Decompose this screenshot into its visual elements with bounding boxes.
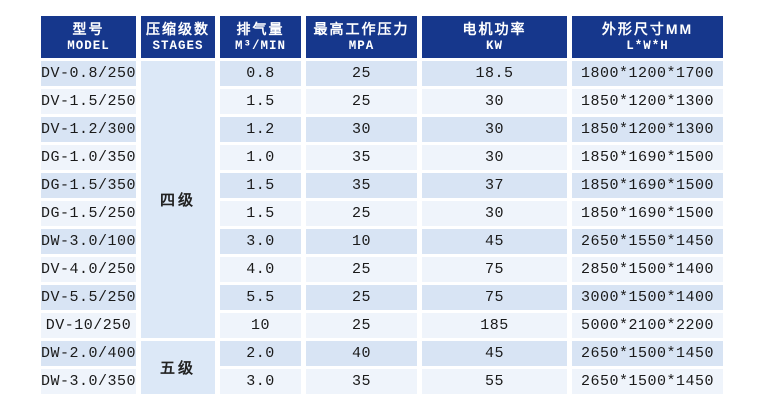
- cell-model: DV-10/250: [41, 313, 137, 338]
- table-row: DW-3.0/100 3.0 10 45 2650*1550*1450: [41, 229, 724, 254]
- cell-stage-four: 四级: [141, 61, 216, 338]
- cell-pressure: 10: [306, 229, 418, 254]
- cell-pressure: 25: [306, 89, 418, 114]
- cell-model: DV-1.2/300: [41, 117, 137, 142]
- cell-model: DV-1.5/250: [41, 89, 137, 114]
- table-row: DV-5.5/250 5.5 25 75 3000*1500*1400: [41, 285, 724, 310]
- cell-power: 55: [422, 369, 568, 394]
- col-header-displacement: 排气量 M³/MIN: [220, 16, 302, 58]
- col-header-dimensions: 外形尺寸MM L*W*H: [572, 16, 724, 58]
- col-header-dimensions-en: L*W*H: [626, 38, 669, 53]
- cell-model: DV-5.5/250: [41, 285, 137, 310]
- cell-displacement: 3.0: [220, 369, 302, 394]
- col-header-model: 型号 MODEL: [41, 16, 137, 58]
- cell-pressure: 25: [306, 313, 418, 338]
- cell-pressure: 25: [306, 61, 418, 86]
- table-row: DV-10/250 10 25 185 5000*2100*2200: [41, 313, 724, 338]
- col-header-stages-en: STAGES: [152, 38, 204, 53]
- cell-displacement: 0.8: [220, 61, 302, 86]
- table-row: DV-4.0/250 4.0 25 75 2850*1500*1400: [41, 257, 724, 282]
- cell-power: 37: [422, 173, 568, 198]
- table-row: DG-1.0/350 1.0 35 30 1850*1690*1500: [41, 145, 724, 170]
- table-row: DW-2.0/400 五级 2.0 40 45 2650*1500*1450: [41, 341, 724, 394]
- col-header-model-en: MODEL: [67, 38, 110, 53]
- cell-displacement: 1.5: [220, 173, 302, 198]
- cell-dimensions: 1850*1200*1300: [572, 117, 724, 142]
- cell-power: 30: [422, 145, 568, 170]
- cell-power: 45: [422, 229, 568, 254]
- table-row: DV-0.8/250 四级 0.8 25 18.5 1800*1200*1700: [41, 61, 724, 338]
- cell-power: 30: [422, 201, 568, 226]
- cell-model: DG-1.5/350: [41, 173, 137, 198]
- cell-dimensions: 2850*1500*1400: [572, 257, 724, 282]
- cell-model: DW-2.0/400: [41, 341, 137, 366]
- col-header-stages: 压缩级数 STAGES: [141, 16, 216, 58]
- cell-dimensions: 1850*1690*1500: [572, 201, 724, 226]
- table-row: DV-1.5/250 1.5 25 30 1850*1200*1300: [41, 89, 724, 114]
- compressor-spec-table: 型号 MODEL 压缩级数 STAGES 排气量 M³/MIN 最高工作压力 M…: [36, 13, 728, 397]
- cell-displacement: 1.5: [220, 201, 302, 226]
- cell-stage-five: 五级: [141, 341, 216, 394]
- cell-pressure: 25: [306, 257, 418, 282]
- cell-displacement: 2.0: [220, 341, 302, 366]
- cell-power: 185: [422, 313, 568, 338]
- cell-displacement: 10: [220, 313, 302, 338]
- col-header-pressure-zh: 最高工作压力: [313, 21, 410, 38]
- table-row: DG-1.5/350 1.5 35 37 1850*1690*1500: [41, 173, 724, 198]
- col-header-model-zh: 型号: [72, 21, 105, 38]
- cell-pressure: 40: [306, 341, 418, 366]
- cell-displacement: 1.0: [220, 145, 302, 170]
- cell-pressure: 35: [306, 145, 418, 170]
- table-row: DW-3.0/350 3.0 35 55 2650*1500*1450: [41, 369, 724, 394]
- cell-model: DV-4.0/250: [41, 257, 137, 282]
- cell-dimensions: 1800*1200*1700: [572, 61, 724, 86]
- cell-power: 75: [422, 257, 568, 282]
- cell-displacement: 3.0: [220, 229, 302, 254]
- cell-pressure: 30: [306, 117, 418, 142]
- cell-dimensions: 5000*2100*2200: [572, 313, 724, 338]
- cell-dimensions: 2650*1500*1450: [572, 369, 724, 394]
- col-header-power: 电机功率 KW: [422, 16, 568, 58]
- cell-model: DW-3.0/350: [41, 369, 137, 394]
- col-header-pressure: 最高工作压力 MPA: [306, 16, 418, 58]
- cell-model: DW-3.0/100: [41, 229, 137, 254]
- cell-power: 30: [422, 117, 568, 142]
- cell-power: 18.5: [422, 61, 568, 86]
- table-row: DG-1.5/250 1.5 25 30 1850*1690*1500: [41, 201, 724, 226]
- col-header-power-en: KW: [486, 38, 504, 53]
- col-header-displacement-en: M³/MIN: [235, 38, 287, 53]
- cell-dimensions: 1850*1200*1300: [572, 89, 724, 114]
- col-header-pressure-en: MPA: [348, 38, 375, 53]
- cell-pressure: 25: [306, 201, 418, 226]
- col-header-dimensions-zh: 外形尺寸MM: [601, 21, 694, 38]
- col-header-power-zh: 电机功率: [462, 21, 527, 38]
- cell-pressure: 35: [306, 369, 418, 394]
- cell-dimensions: 1850*1690*1500: [572, 145, 724, 170]
- cell-displacement: 4.0: [220, 257, 302, 282]
- cell-displacement: 1.2: [220, 117, 302, 142]
- cell-model: DG-1.0/350: [41, 145, 137, 170]
- cell-pressure: 35: [306, 173, 418, 198]
- cell-dimensions: 3000*1500*1400: [572, 285, 724, 310]
- cell-power: 75: [422, 285, 568, 310]
- header-row: 型号 MODEL 压缩级数 STAGES 排气量 M³/MIN 最高工作压力 M…: [41, 16, 724, 58]
- cell-displacement: 5.5: [220, 285, 302, 310]
- col-header-displacement-zh: 排气量: [236, 21, 285, 38]
- table-row: DV-1.2/300 1.2 30 30 1850*1200*1300: [41, 117, 724, 142]
- cell-dimensions: 2650*1500*1450: [572, 341, 724, 366]
- cell-power: 45: [422, 341, 568, 366]
- cell-displacement: 1.5: [220, 89, 302, 114]
- cell-power: 30: [422, 89, 568, 114]
- cell-dimensions: 1850*1690*1500: [572, 173, 724, 198]
- cell-model: DV-0.8/250: [41, 61, 137, 86]
- cell-model: DG-1.5/250: [41, 201, 137, 226]
- cell-pressure: 25: [306, 285, 418, 310]
- col-header-stages-zh: 压缩级数: [146, 21, 211, 38]
- cell-dimensions: 2650*1550*1450: [572, 229, 724, 254]
